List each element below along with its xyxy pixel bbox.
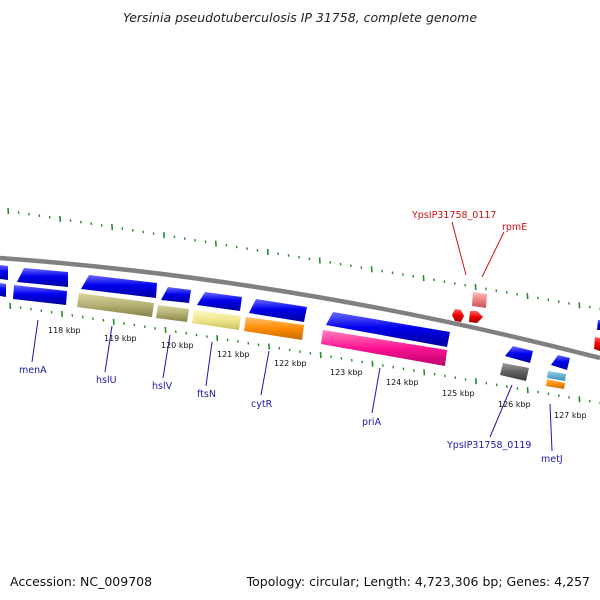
gene-arrow-hslU-top[interactable] <box>81 275 157 298</box>
scale-label: 121 kbp <box>217 350 250 359</box>
gene-block-ftsN[interactable] <box>192 310 241 330</box>
gene-block-0119[interactable] <box>500 363 529 381</box>
genome-backbone <box>0 255 600 361</box>
gene-arrow-left-edge-top[interactable] <box>0 265 8 280</box>
gene-arrow-top[interactable] <box>17 268 68 287</box>
gene-label-cytR[interactable]: cytR <box>251 399 273 410</box>
gene-block-left-edge[interactable] <box>0 283 6 297</box>
gene-label-metJ[interactable]: metJ <box>541 454 563 465</box>
scale-label: 119 kbp <box>104 334 137 343</box>
label-leaders <box>31 319 553 452</box>
gene-label-priA[interactable]: priA <box>362 417 382 428</box>
gene-block-cytR[interactable] <box>244 317 304 340</box>
scale-tick-row <box>9 302 600 405</box>
scale-label: 118 kbp <box>48 326 81 335</box>
scale-label: 127 kbp <box>554 411 587 420</box>
rna-block-0117[interactable] <box>472 292 487 308</box>
gene-label-hslU[interactable]: hslU <box>96 375 117 386</box>
gene-block-hslU[interactable] <box>77 293 154 317</box>
gene-arrow-ftsN-top[interactable] <box>197 292 242 311</box>
gene-label-rpmE[interactable]: rpmE <box>502 222 527 233</box>
scale-label: 120 kbp <box>161 341 194 350</box>
scale-label: 124 kbp <box>386 378 419 387</box>
gene-label-0117[interactable]: YpsIP31758_0117 <box>411 210 496 221</box>
scale-label: 123 kbp <box>330 368 363 377</box>
gene-block-hslV[interactable] <box>156 305 189 322</box>
rna-label-leaders <box>451 221 505 278</box>
gene-block-metJ[interactable] <box>546 379 565 389</box>
gene-arrow-cytR-top[interactable] <box>249 299 307 322</box>
gene-label-ftsN[interactable]: ftsN <box>197 389 216 400</box>
gene-label-hslV[interactable]: hslV <box>152 381 173 392</box>
accession-text: Accession: NC_009708 <box>10 574 153 589</box>
gene-block-menA[interactable] <box>13 285 67 305</box>
genome-stats-text: Topology: circular; Length: 4,723,306 bp… <box>246 574 590 589</box>
scale-label: 126 kbp <box>498 400 531 409</box>
gene-block-right-edge[interactable] <box>594 337 600 351</box>
gene-arrow-hslV-top[interactable] <box>161 287 191 303</box>
scale-label: 125 kbp <box>442 389 475 398</box>
outer-tick-row <box>7 207 600 311</box>
gene-block-metJ-teal[interactable] <box>547 371 566 381</box>
gene-arrow-metJ-top[interactable] <box>551 355 570 370</box>
rna-arrow-small[interactable] <box>452 309 464 322</box>
scale-label: 122 kbp <box>274 359 307 368</box>
rna-arrow-rpmE[interactable] <box>469 311 483 323</box>
gene-arrow-priA-top[interactable] <box>326 312 450 347</box>
gene-block-priA[interactable] <box>321 330 447 366</box>
gene-label-menA[interactable]: menA <box>19 365 47 376</box>
gene-arrow-right-edge[interactable] <box>597 320 600 330</box>
gene-arrow-0119-top[interactable] <box>505 346 533 363</box>
map-title: Yersinia pseudotuberculosis IP 31758, co… <box>122 10 478 25</box>
gene-label-0119[interactable]: YpsIP31758_0119 <box>446 440 531 451</box>
